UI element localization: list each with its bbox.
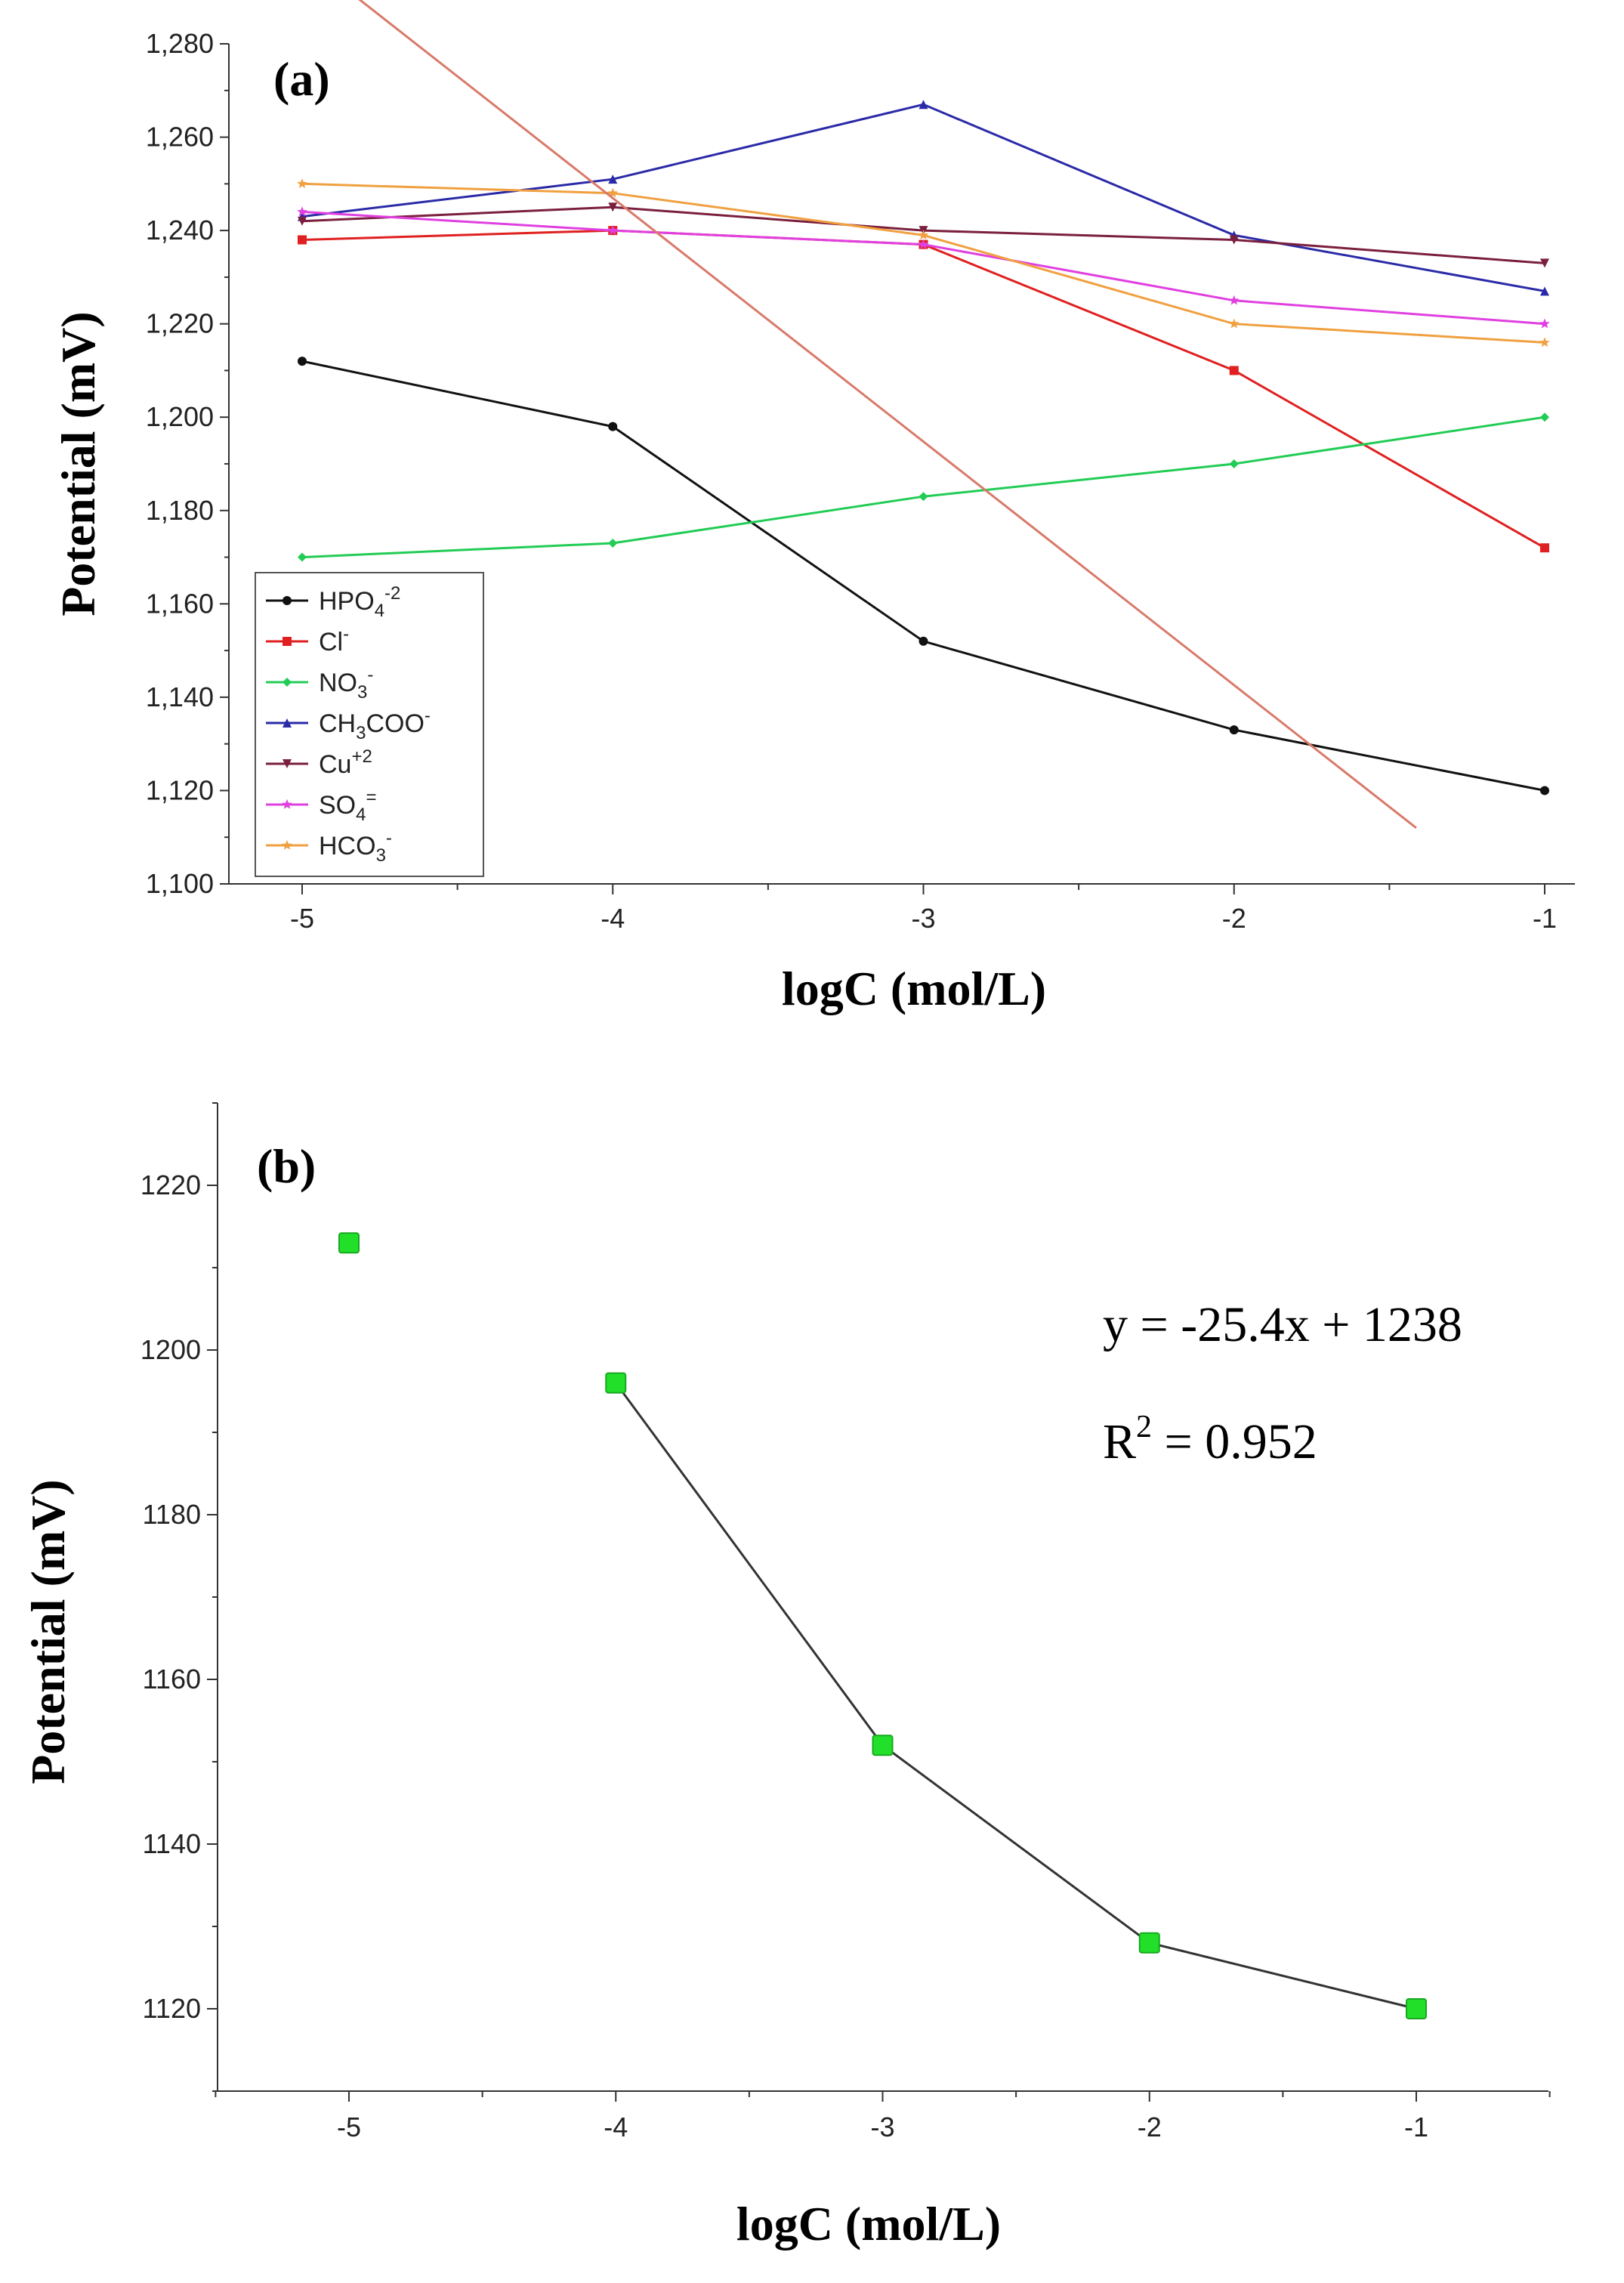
panel-a-data-point [1229,235,1239,245]
legend-entry-5: SO4= [319,787,377,825]
panel-a-data-point [297,206,307,217]
panel-a-y-tick-label: 1,220 [146,308,214,339]
r-squared-value: = 0.952 [1152,1414,1317,1469]
panel-b-data-point [605,1372,627,1394]
panel-b-x-tick-label: -5 [337,2112,361,2142]
panel-b-y-tick-label: 1200 [140,1334,201,1365]
panel-a-data-point [298,216,307,226]
panel-a-y-tick-label: 1,260 [146,122,214,153]
panel-a-data-point [919,100,928,110]
panel-a-data-point [298,357,307,366]
panel-b-data-point [1406,1998,1427,2019]
panel-b-y-tick-label: 1180 [143,1499,201,1530]
panel-a-data-point [1228,295,1240,305]
panel-b-data-point [338,1232,360,1254]
panel-b-y-tick-label: 1140 [143,1828,201,1859]
panel-a-data-point [608,202,618,212]
panel-a-y-tick-label: 1,160 [146,588,214,619]
panel-a-y-tick-label: 1,180 [146,495,214,526]
panel-a-data-point [608,539,618,548]
legend-entry-6: HCO3- [319,828,392,866]
panel-a-data-point [608,422,618,431]
r-squared-label: R [1103,1414,1136,1469]
panel-a-data-point [297,178,307,189]
panel-a-data-point [1540,543,1549,553]
legend-entry-0: HPO4-2 [319,583,400,621]
panel-b-x-tick-label: -1 [1404,2112,1428,2142]
panel-a-y-tick-label: 1,120 [146,774,214,805]
legend-entry-1: Cl- [319,624,349,656]
panel-a-data-point [918,230,929,240]
legend-entry-3: CH3COO- [319,706,431,743]
panel-a-data-point [1540,412,1549,422]
panel-a-y-tick-label: 1,100 [146,868,214,899]
legend-entry-2: NO3- [319,665,373,703]
panel-a-data-point [919,636,928,646]
panel-a-data-point [1540,286,1549,296]
panel-a-data-point [298,552,307,562]
legend-swatch-marker [282,799,292,809]
legend-swatch-marker [283,637,292,646]
panel-b-data-point [872,1735,894,1756]
panel-a-x-tick-label: -4 [601,903,625,934]
panel-a-data-point [1229,366,1239,375]
panel-a-chart: 1,100 1,120 1,140 1,160 1,180 1,200 1,220 1,240… [51,28,1575,1015]
panel-a-data-point [608,175,618,184]
panel-a-x-tick-label: -3 [911,903,935,934]
panel-b-y-title: Potential (mV) [21,1479,75,1784]
panel-a-data-point [1229,459,1239,468]
panel-a-x-tick-label: -5 [290,903,314,934]
legend-swatch-marker [283,759,292,768]
legend-swatch-marker [283,718,292,728]
legend-swatch-marker [283,596,292,605]
r-squared-sup: 2 [1136,1410,1152,1444]
panel-b-data-point [1138,1932,1160,1954]
panel-b-y-tick-label: 1120 [143,1993,201,2024]
panel-a-data-point [919,492,928,502]
panel-a-series-2 [298,412,1549,562]
panel-a-data-point [607,224,619,235]
panel-a-label: (a) [273,52,330,106]
panel-a-data-point [1539,337,1550,348]
panel-a-data-point [1539,318,1550,329]
panel-a-series-5 [297,206,1550,329]
panel-b-x-title: logC (mol/L) [736,2197,1001,2251]
r-squared: R2 = 0.952 [1103,1410,1317,1469]
panel-a-y-tick-label: 1,280 [146,28,214,59]
legend-entry-4: Cu+2 [319,746,372,779]
panel-b-label: (b) [257,1139,316,1193]
panel-a-x-tick-label: -2 [1222,903,1246,934]
panel-b-y-tick-label: 1220 [140,1169,201,1200]
panel-b-x-tick-label: -2 [1138,2112,1162,2142]
panel-a-y-tick-label: 1,200 [146,401,214,432]
regression-line [358,0,1417,829]
panel-a-data-point [918,239,929,249]
panel-b-x-tick-label: -4 [604,2112,628,2142]
panel-b-series-line [615,1382,1417,2010]
panel-b-series-0 [338,1232,1427,2019]
legend-swatch-marker [283,678,292,687]
panel-b-x-tick-label: -3 [870,2112,894,2142]
regression-equation: y = -25.4x + 1238 [1103,1297,1462,1352]
panel-a-y-tick-label: 1,240 [146,215,214,246]
panel-a-data-point [298,235,307,245]
panel-a-series-0 [298,357,1549,795]
panel-a-series-6 [297,178,1550,348]
panel-a-data-point [1228,318,1240,329]
panel-a-y-tick-label: 1,140 [146,681,214,712]
panel-a-data-point [1540,258,1549,268]
panel-a-data-point [607,187,619,198]
panel-a-x-tick-label: -1 [1533,903,1557,934]
panel-a-x-title: logC (mol/L) [782,962,1046,1015]
panel-b-y-tick-label: 1160 [143,1664,201,1694]
panel-a-data-point [1540,786,1549,795]
panel-a-legend: HPO4-2Cl- NO3-CH3COO-Cu+2 SO4=HCO3- [255,572,484,877]
legend-swatch-marker [282,839,292,850]
panel-a-data-point [1229,725,1239,735]
panel-a-y-title: Potential (mV) [51,311,105,616]
